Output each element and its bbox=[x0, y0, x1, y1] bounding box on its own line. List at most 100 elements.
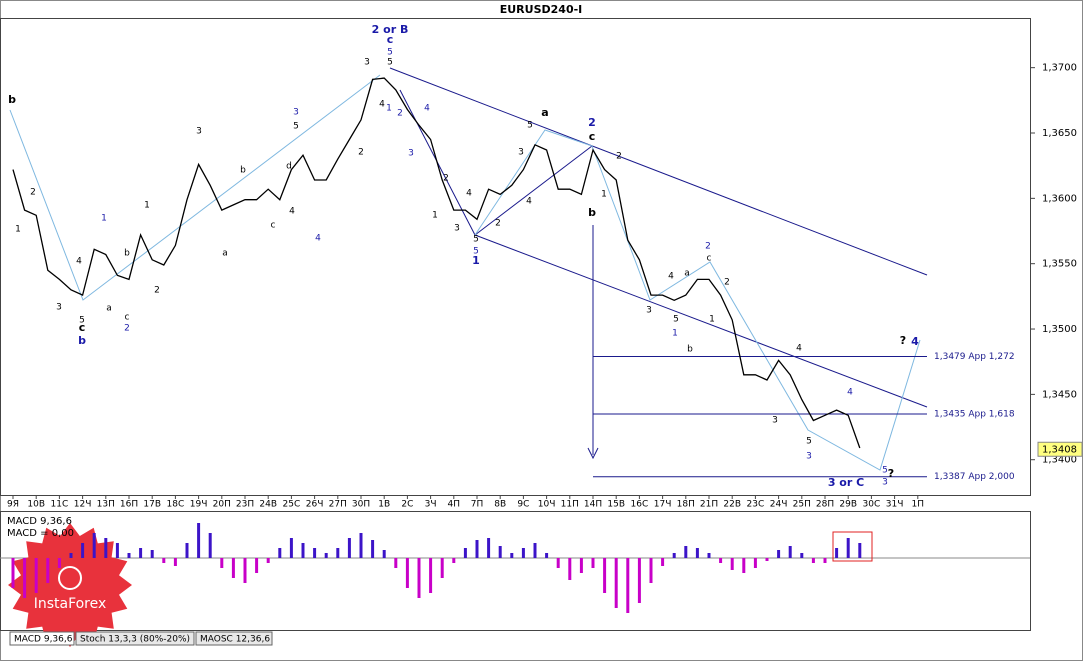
price-line bbox=[12, 77, 861, 449]
x-tick-label: 10Ч bbox=[538, 500, 556, 510]
x-tick-label: 11П bbox=[561, 500, 579, 510]
wave-label: 2 bbox=[495, 219, 501, 229]
wave-label: b bbox=[588, 206, 596, 219]
macd-readout: MACD = 0,00 bbox=[7, 528, 74, 539]
wave-label: a bbox=[106, 304, 112, 314]
x-tick-label: 26Ч bbox=[306, 500, 324, 510]
x-tick-label: 25С bbox=[283, 500, 301, 510]
wave-label: d bbox=[286, 162, 292, 172]
y-tick-label: 1,3700 bbox=[1042, 63, 1077, 74]
wave-label: 3 bbox=[518, 148, 524, 158]
x-tick-label: 18П bbox=[677, 500, 695, 510]
macd-bar bbox=[104, 538, 108, 558]
x-tick-label: 18С bbox=[167, 500, 185, 510]
macd-bar bbox=[289, 538, 293, 558]
x-tick-label: 4П bbox=[448, 500, 461, 510]
macd-bar bbox=[313, 548, 317, 558]
x-tick-label: 17В bbox=[143, 500, 161, 510]
x-tick-label: 11С bbox=[51, 500, 69, 510]
macd-bar bbox=[487, 538, 491, 558]
macd-bar bbox=[742, 558, 746, 573]
x-tick-label: 29В bbox=[839, 500, 857, 510]
macd-bar bbox=[626, 558, 630, 613]
wave-label: 1 bbox=[472, 254, 480, 267]
wave-label: 4 bbox=[315, 234, 321, 244]
level-label: 1,3435 App 1,618 bbox=[934, 409, 1015, 419]
macd-bar bbox=[231, 558, 235, 578]
macd-bar bbox=[510, 553, 514, 558]
wave-label: 5 bbox=[387, 48, 393, 58]
wave-label: b bbox=[124, 249, 130, 259]
wave-label: b bbox=[78, 334, 86, 347]
wave-label: 3 bbox=[364, 58, 370, 68]
wave-label: 5 bbox=[473, 247, 479, 257]
wave-label: 1 bbox=[709, 315, 715, 325]
macd-bar bbox=[11, 558, 15, 588]
macd-bar bbox=[220, 558, 224, 568]
macd-bar bbox=[46, 558, 50, 583]
wave-label: 3 bbox=[772, 416, 778, 426]
x-tick-label: 24В bbox=[259, 500, 277, 510]
macd-bar bbox=[788, 546, 792, 558]
wave-label: 3 bbox=[56, 303, 62, 313]
macd-bar bbox=[835, 548, 839, 558]
macd-bar bbox=[208, 533, 212, 558]
macd-bar bbox=[568, 558, 572, 580]
wave-label: 2 bbox=[443, 174, 449, 184]
macd-bar bbox=[684, 546, 688, 558]
macd-bar bbox=[81, 543, 85, 558]
macd-bar bbox=[115, 543, 119, 558]
wave-label: 2 bbox=[154, 286, 160, 296]
wave-label: 3 bbox=[408, 149, 414, 159]
macd-bar bbox=[521, 548, 525, 558]
macd-bar bbox=[57, 558, 61, 568]
x-tick-label: 28П bbox=[816, 500, 834, 510]
x-tick-label: 1П bbox=[912, 500, 925, 510]
wave-label: b bbox=[240, 166, 246, 176]
macd-bar bbox=[591, 558, 595, 568]
macd-bar bbox=[255, 558, 259, 573]
macd-bar bbox=[429, 558, 433, 593]
x-tick-label: 1В bbox=[378, 500, 390, 510]
wave-label: 5 bbox=[79, 316, 85, 326]
wave-label: c bbox=[589, 130, 596, 143]
wave-label: 3 bbox=[646, 306, 652, 316]
chart-title: EURUSD240-I bbox=[500, 3, 583, 16]
wave-label: 2 bbox=[358, 148, 364, 158]
tab bbox=[75, 631, 195, 646]
x-tick-label: 14П bbox=[584, 500, 602, 510]
macd-bar bbox=[463, 548, 467, 558]
wave-label: 2 bbox=[30, 188, 36, 198]
y-tick-label: 1,3600 bbox=[1042, 193, 1077, 204]
macd-bar bbox=[150, 550, 154, 558]
macd-bar bbox=[278, 548, 282, 558]
macd-title: MACD 9,36,6 bbox=[7, 516, 72, 527]
wave-label: 2 bbox=[616, 152, 622, 162]
macd-bar bbox=[823, 558, 827, 563]
macd-bar bbox=[533, 543, 537, 558]
wave-label: ? bbox=[900, 334, 906, 347]
macd-bar bbox=[846, 538, 850, 558]
macd-bar bbox=[545, 553, 549, 558]
wave-label: 3 bbox=[882, 478, 888, 488]
wave-label: 2 bbox=[124, 324, 130, 334]
macd-panel bbox=[0, 511, 1031, 631]
wave-label: 4 bbox=[466, 189, 472, 199]
wave-label: 1 bbox=[386, 104, 392, 114]
wave-label: 2 bbox=[588, 116, 596, 129]
macd-bar bbox=[405, 558, 409, 588]
macd-bar bbox=[579, 558, 583, 573]
wave-label: 4 bbox=[289, 207, 295, 217]
tab-label: MACD 9,36,6 bbox=[14, 635, 73, 645]
x-tick-label: 3Ч bbox=[425, 500, 437, 510]
macd-bar bbox=[371, 540, 375, 558]
logo: InstaForex bbox=[8, 523, 132, 647]
tab-label: Stoch 13,3,3 (80%-20%) bbox=[80, 635, 190, 645]
macd-bar bbox=[92, 533, 96, 558]
wave-label: 5 bbox=[806, 437, 812, 447]
wave-label: 5 bbox=[293, 122, 299, 132]
wave-label: 3 bbox=[196, 127, 202, 137]
x-tick-label: 9С bbox=[517, 500, 529, 510]
wave-label: a bbox=[541, 106, 548, 119]
